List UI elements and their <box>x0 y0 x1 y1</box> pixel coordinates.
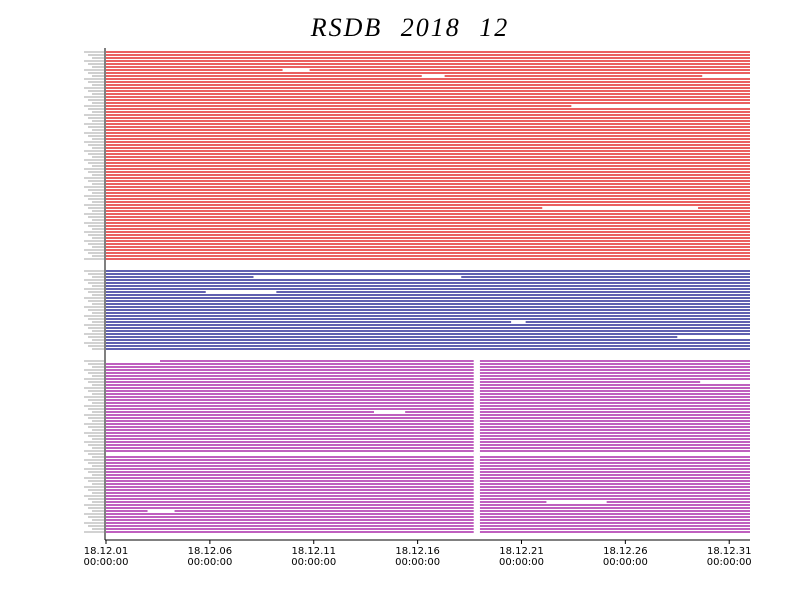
x-tick-label: 18.12.11 <box>291 546 336 557</box>
chart-title: RSDB 2018 12 <box>310 13 510 42</box>
data-gap <box>473 359 480 534</box>
data-gap <box>677 335 750 339</box>
data-gap <box>373 410 406 414</box>
data-gap <box>106 452 474 456</box>
x-tick-sublabel: 00:00:00 <box>84 557 129 568</box>
data-gap <box>702 74 750 78</box>
data-gap <box>700 380 750 384</box>
x-tick-label: 18.12.06 <box>188 546 233 557</box>
data-gap <box>542 206 699 210</box>
data-gap <box>106 359 161 363</box>
x-tick-label: 18.12.26 <box>603 546 648 557</box>
x-tick-sublabel: 00:00:00 <box>499 557 544 568</box>
x-tick-label: 18.12.21 <box>499 546 544 557</box>
x-tick-sublabel: 00:00:00 <box>187 557 232 568</box>
data-gap <box>253 275 462 279</box>
x-tick-sublabel: 00:00:00 <box>395 557 440 568</box>
x-tick-sublabel: 00:00:00 <box>707 557 752 568</box>
data-gap <box>147 509 175 513</box>
x-tick-sublabel: 00:00:00 <box>291 557 336 568</box>
data-gap <box>479 452 750 456</box>
x-tick-label: 18.12.31 <box>707 546 752 557</box>
data-gap <box>421 74 445 78</box>
data-gap <box>205 290 277 294</box>
data-gap <box>571 104 750 108</box>
data-gap <box>511 320 526 324</box>
x-tick-sublabel: 00:00:00 <box>603 557 648 568</box>
data-gap <box>546 500 607 504</box>
x-tick-label: 18.12.16 <box>395 546 440 557</box>
data-gap <box>282 68 310 72</box>
x-tick-label: 18.12.01 <box>84 546 129 557</box>
